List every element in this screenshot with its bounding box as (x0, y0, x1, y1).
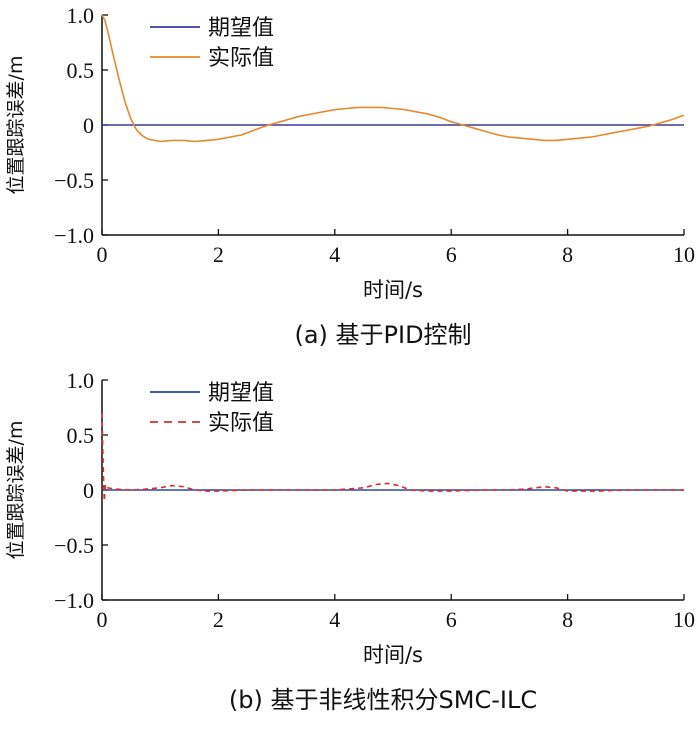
legend-label-0: 期望值 (208, 16, 274, 41)
y-tick-label: −0.5 (54, 168, 94, 193)
x-tick-label: 4 (329, 607, 340, 632)
y-tick-label: 0.5 (67, 423, 95, 448)
chart-a-svg: 0 2 4 6 8 10 1.0 0.5 0 −0.5 −1.0 位置跟踪误差/m 时间/s (a) 基于… (5, 3, 695, 349)
x-tick-label: 6 (446, 242, 457, 267)
y-tick-label: 0 (83, 478, 94, 503)
x-tick-label: 8 (562, 607, 573, 632)
chart-panel-b: 0 2 4 6 8 10 1.0 0.5 0 −0.5 −1.0 位置跟踪误差/m 时间/s (b) 基于… (0, 365, 700, 730)
x-tick-label: 6 (446, 607, 457, 632)
x-tick-label: 2 (213, 242, 224, 267)
series-line-1 (101, 14, 685, 143)
y-axis-label: 位置跟踪误差/m (5, 56, 27, 195)
y-tick-label: −1.0 (54, 588, 94, 613)
chart-caption: (a) 基于PID控制 (294, 321, 471, 349)
legend-label-1: 实际值 (208, 46, 274, 71)
y-tick-label: 1.0 (67, 3, 95, 28)
legend-label-0: 期望值 (208, 381, 274, 406)
x-tick-label: 10 (673, 242, 695, 267)
x-axis-label: 时间/s (363, 643, 423, 667)
x-axis-label: 时间/s (363, 278, 423, 302)
x-tick-label: 10 (673, 607, 695, 632)
x-tick-label: 4 (329, 242, 340, 267)
x-tick-label: 0 (97, 242, 108, 267)
y-tick-label: −1.0 (54, 223, 94, 248)
y-tick-label: 0.5 (67, 58, 95, 83)
legend-label-1: 实际值 (208, 411, 274, 436)
y-axis-label: 位置跟踪误差/m (5, 421, 27, 560)
chart-panel-a: 0 2 4 6 8 10 1.0 0.5 0 −0.5 −1.0 位置跟踪误差/m 时间/s (a) 基于… (5, 3, 695, 349)
series-line-1 (101, 412, 684, 502)
y-tick-label: −0.5 (54, 533, 94, 558)
y-tick-label: 1.0 (67, 368, 95, 393)
x-tick-label: 8 (562, 242, 573, 267)
x-tick-label: 2 (213, 607, 224, 632)
y-tick-label: 0 (83, 113, 94, 138)
chart-b-svg: 0 2 4 6 8 10 1.0 0.5 0 −0.5 −1.0 位置跟踪误差/m 时间/s (b) 基于… (5, 368, 695, 714)
x-tick-label: 0 (97, 607, 108, 632)
chart-caption: (b) 基于非线性积分SMC-ILC (229, 686, 537, 714)
